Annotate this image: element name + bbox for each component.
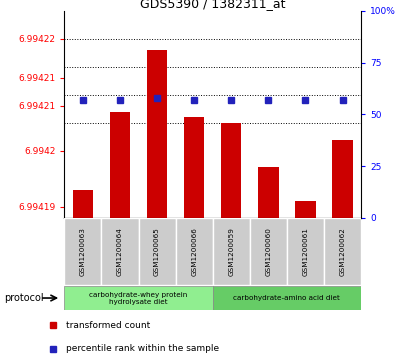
Text: protocol: protocol xyxy=(4,293,44,303)
Text: transformed count: transformed count xyxy=(66,321,150,330)
Bar xyxy=(73,190,93,218)
Bar xyxy=(258,167,278,218)
Bar xyxy=(332,139,353,218)
Title: GDS5390 / 1382311_at: GDS5390 / 1382311_at xyxy=(140,0,286,10)
Bar xyxy=(110,111,130,218)
Text: GSM1200063: GSM1200063 xyxy=(80,227,86,276)
Text: GSM1200060: GSM1200060 xyxy=(265,227,271,276)
Bar xyxy=(64,286,213,310)
Bar xyxy=(295,201,316,218)
Bar xyxy=(139,218,176,285)
Text: GSM1200059: GSM1200059 xyxy=(228,227,234,276)
Text: GSM1200061: GSM1200061 xyxy=(303,227,308,276)
Text: carbohydrate-whey protein
hydrolysate diet: carbohydrate-whey protein hydrolysate di… xyxy=(89,291,188,305)
Bar xyxy=(184,117,204,218)
Bar xyxy=(287,218,324,285)
Text: carbohydrate-amino acid diet: carbohydrate-amino acid diet xyxy=(233,295,340,301)
Text: GSM1200062: GSM1200062 xyxy=(339,227,346,276)
Text: GSM1200065: GSM1200065 xyxy=(154,227,160,276)
Text: percentile rank within the sample: percentile rank within the sample xyxy=(66,344,219,354)
Text: GSM1200064: GSM1200064 xyxy=(117,227,123,276)
Bar xyxy=(176,218,213,285)
Bar xyxy=(213,286,361,310)
Text: GSM1200066: GSM1200066 xyxy=(191,227,197,276)
Bar xyxy=(213,218,250,285)
Bar xyxy=(64,218,101,285)
Bar xyxy=(324,218,361,285)
Bar xyxy=(101,218,139,285)
Bar xyxy=(147,50,167,218)
Bar xyxy=(250,218,287,285)
Bar xyxy=(221,123,242,218)
